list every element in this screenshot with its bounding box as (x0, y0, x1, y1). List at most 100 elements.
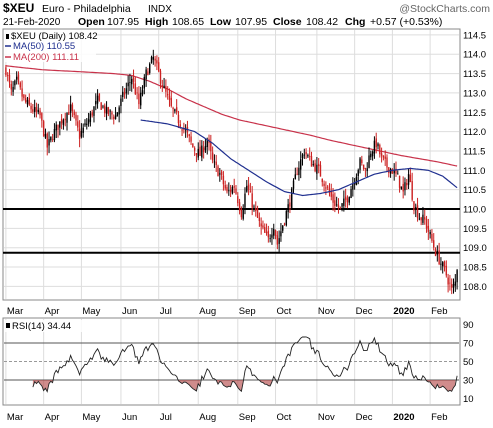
rsi-legend-swatch (6, 323, 10, 328)
rsi-series-line (32, 336, 458, 393)
candle-body (307, 155, 309, 157)
candle-body (341, 203, 343, 207)
candle-body (402, 183, 404, 192)
candle-body (149, 63, 151, 73)
candle-body (362, 164, 365, 169)
candle-body (433, 240, 435, 248)
candle-body (273, 228, 275, 236)
candle-body (145, 69, 147, 80)
rsi-panel: 90 70 50 30 10 (2, 317, 474, 406)
candle-body (305, 152, 307, 155)
candle-body (8, 74, 11, 83)
candle-body (66, 113, 68, 123)
candle-body (213, 161, 216, 163)
candle-body (411, 181, 413, 200)
candle-body (109, 110, 111, 112)
candle-body (292, 180, 295, 189)
candle-body (224, 184, 226, 189)
candle-body (382, 155, 385, 158)
candle-body (416, 205, 419, 218)
price-tick-label: 108.0 (463, 282, 487, 293)
quote-open: 107.95 (107, 16, 139, 28)
candle-body (129, 81, 131, 83)
candle-body (143, 76, 146, 89)
candle-body (80, 130, 83, 137)
candle-body (303, 154, 306, 156)
price-tick-label: 112.0 (463, 127, 486, 138)
candle-body (431, 234, 433, 241)
candle-body (287, 204, 289, 213)
rsi-oversold-fill (178, 379, 200, 391)
legend-price: $XEU (Daily) 108.42 (11, 31, 98, 42)
candle-body (89, 113, 92, 122)
month-tick-label: 2020 (393, 306, 414, 317)
price-tick-label: 109.0 (463, 243, 487, 254)
price-axis: 108.0 108.5 109.0 109.5 110.0 110.5 111.0 111.5… (463, 30, 487, 293)
legend-ma50: MA(50) 110.55 (13, 41, 75, 52)
legend-ma200: MA(200) 111.11 (13, 52, 79, 63)
candle-body (235, 188, 237, 194)
candle-body (62, 120, 65, 125)
month-tick-label: Dec (356, 306, 373, 317)
quote-close-label: Close (273, 16, 302, 28)
brand-watermark[interactable]: @StockCharts.com (399, 3, 490, 15)
candle-body (454, 281, 457, 286)
quote-low-label: Low (210, 16, 232, 28)
candle-body (95, 101, 97, 105)
candle-body (246, 185, 248, 192)
candle-body (334, 200, 336, 207)
candle-body (429, 232, 431, 235)
rsi-month-tick-label: Apr (45, 412, 60, 423)
rsi-month-tick-label: Nov (318, 412, 335, 423)
candle-body (168, 95, 171, 101)
candle-body (50, 136, 52, 141)
price-tick-label: 114.5 (463, 30, 486, 41)
candle-body (17, 74, 20, 82)
candle-body (217, 166, 219, 177)
candle-body (262, 225, 264, 228)
candle-body (73, 111, 75, 116)
candle-body (105, 106, 108, 114)
candle-body (298, 167, 300, 175)
rsi-oversold-fill (259, 379, 272, 386)
candle-body (141, 90, 144, 95)
candle-body (96, 95, 99, 104)
candle-body (46, 133, 48, 148)
candle-body (247, 184, 250, 191)
rsi-date-axis: Mar Apr May Jun Jul Aug Sep Oct Nov Dec 2020 Feb (7, 412, 448, 423)
candle-body (6, 74, 9, 76)
candle-body (255, 208, 257, 211)
month-tick-label: Jun (122, 306, 137, 317)
month-tick-label: Feb (431, 306, 447, 317)
candle-body (179, 124, 181, 127)
candle-body (371, 151, 374, 157)
candle-body (118, 107, 120, 115)
candle-body (424, 217, 426, 220)
candle-body (48, 139, 50, 146)
candle-body (308, 155, 311, 157)
candle-body (192, 143, 194, 148)
rsi-month-tick-label: 2020 (393, 412, 414, 423)
candle-body (154, 58, 156, 61)
candle-body (188, 134, 190, 137)
candle-body (226, 187, 228, 192)
candle-body (163, 85, 165, 88)
candle-body (445, 265, 448, 276)
candle-body (41, 113, 43, 121)
candle-body (253, 206, 255, 208)
candle-body (395, 168, 397, 174)
candle-body (404, 182, 406, 191)
candle-body (53, 128, 56, 141)
candle-body (267, 230, 270, 238)
candle-body (348, 197, 350, 203)
ma50-series (140, 119, 458, 197)
price-tick-label: 108.5 (463, 263, 487, 274)
candle-body (438, 250, 440, 264)
candle-body (409, 174, 412, 183)
candle-body (316, 164, 318, 174)
month-tick-label: May (82, 306, 100, 317)
candle-body (183, 128, 185, 130)
candle-body (228, 190, 230, 192)
candle-body (282, 225, 284, 231)
candle-body (195, 153, 198, 156)
